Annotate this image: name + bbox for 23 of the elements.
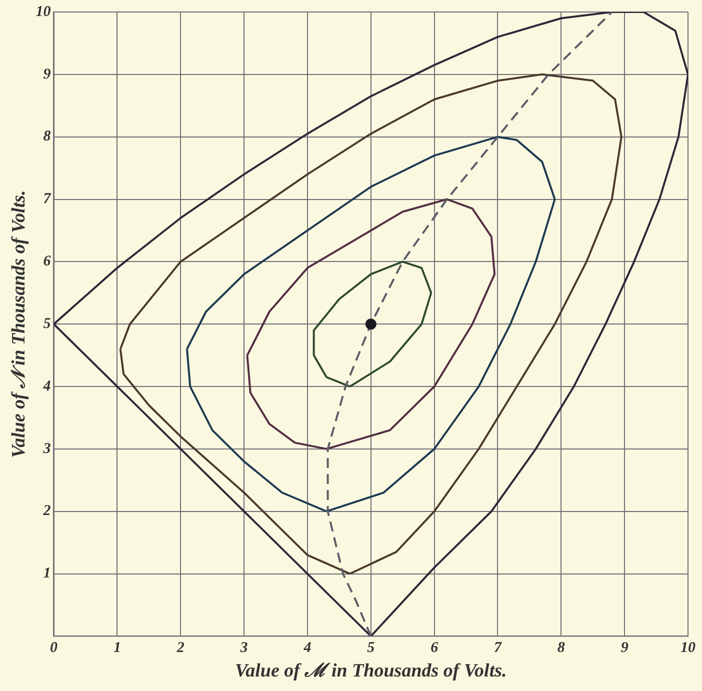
x-tick-label: 2 <box>176 640 185 656</box>
x-tick-label: 5 <box>367 640 376 656</box>
y-tick-label: 9 <box>43 66 52 82</box>
y-tick-label: 10 <box>36 4 52 20</box>
x-tick-label: 1 <box>113 640 121 656</box>
x-tick-label: 10 <box>680 640 696 656</box>
x-tick-label: 9 <box>620 640 629 656</box>
y-axis-title: Value of 𝒩 in Thousands of Volts. <box>8 190 30 458</box>
y-tick-label: 3 <box>42 440 52 457</box>
y-tick-label: 7 <box>43 191 52 208</box>
x-tick-label: 6 <box>430 640 439 656</box>
y-tick-label: 8 <box>43 128 52 145</box>
x-tick-label: 4 <box>302 640 312 656</box>
x-tick-label: 7 <box>494 640 502 656</box>
y-tick-label: 2 <box>42 503 52 520</box>
x-axis-title: Value of ℳ in Thousands of Volts. <box>235 660 507 682</box>
y-tick-label: 1 <box>43 566 51 582</box>
y-tick-label: 5 <box>43 316 52 332</box>
x-tick-label: 0 <box>50 640 58 656</box>
y-tick-label: 4 <box>42 378 52 394</box>
x-tick-label: 8 <box>557 640 566 656</box>
y-tick-label: 6 <box>43 254 52 270</box>
x-tick-label: 3 <box>239 640 248 656</box>
